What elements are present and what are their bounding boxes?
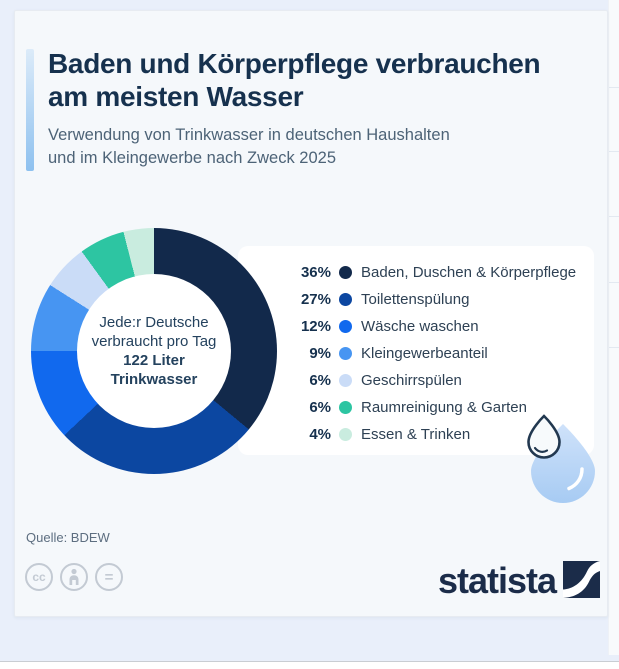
infographic-card: Baden und Körperpflege verbrauchen am me… bbox=[14, 10, 608, 617]
license-icons: cc = bbox=[25, 563, 123, 591]
attribution-icon bbox=[60, 563, 88, 591]
legend-row: 36% Baden, Duschen & Körperpflege bbox=[238, 259, 594, 286]
outline-drop-shape bbox=[527, 414, 561, 459]
center-line-2: verbraucht pro Tag bbox=[91, 333, 217, 350]
donut-chart: Jede:r Deutsche verbraucht pro Tag 122 L… bbox=[31, 228, 277, 474]
legend-pct: 6% bbox=[309, 399, 331, 416]
legend-label: Baden, Duschen & Körperpflege bbox=[361, 264, 577, 281]
donut-center-label: Jede:r Deutsche verbraucht pro Tag 122 L… bbox=[77, 274, 231, 428]
legend-dot bbox=[339, 401, 352, 414]
legend-row: 12% Wäsche waschen bbox=[238, 313, 594, 340]
legend-row: 6% Raumreinigung & Garten bbox=[238, 394, 594, 421]
legend-pct: 9% bbox=[309, 345, 331, 362]
drop-highlight bbox=[567, 467, 584, 491]
legend-label: Wäsche waschen bbox=[361, 318, 479, 335]
legend-row: 6% Geschirrspülen bbox=[238, 367, 594, 394]
legend-dot bbox=[339, 374, 352, 387]
legend-label: Geschirrspülen bbox=[361, 372, 462, 389]
legend-label: Raumreinigung & Garten bbox=[361, 399, 527, 416]
legend-panel: 36% Baden, Duschen & Körperpflege 27% To… bbox=[238, 246, 594, 455]
page-bottom-strip bbox=[0, 661, 619, 669]
legend-pct: 27% bbox=[300, 291, 331, 308]
equals-icon: = bbox=[95, 563, 123, 591]
legend-label: Kleingewerbeanteil bbox=[361, 345, 488, 362]
page-subtitle: Verwendung von Trinkwasser in deutschen … bbox=[48, 126, 450, 167]
divider-line bbox=[609, 151, 619, 152]
source-caption: Quelle: BDEW bbox=[26, 530, 110, 545]
legend-rows: 36% Baden, Duschen & Körperpflege 27% To… bbox=[238, 246, 594, 448]
legend-dot bbox=[339, 428, 352, 441]
legend-dot bbox=[339, 293, 352, 306]
legend-label: Essen & Trinken bbox=[361, 426, 471, 443]
background-page-edge bbox=[608, 0, 619, 655]
legend-row: 9% Kleingewerbeanteil bbox=[238, 340, 594, 367]
legend-dot bbox=[339, 347, 352, 360]
center-line-4: Trinkwasser bbox=[110, 371, 198, 388]
divider-line bbox=[609, 282, 619, 283]
legend-pct: 36% bbox=[300, 264, 331, 281]
center-line-1: Jede:r Deutsche bbox=[99, 314, 209, 331]
center-line-3: 122 Liter bbox=[123, 352, 185, 369]
legend-row: 27% Toilettenspülung bbox=[238, 286, 594, 313]
statista-logo: statista bbox=[438, 560, 601, 601]
divider-line bbox=[609, 87, 619, 88]
water-drop-icon bbox=[527, 414, 595, 503]
page-title: Baden und Körperpflege verbrauchen am me… bbox=[48, 48, 541, 112]
cc-icon: cc bbox=[25, 563, 53, 591]
outline-drop-inner-arc bbox=[533, 446, 549, 453]
legend-pct: 12% bbox=[300, 318, 331, 335]
title-accent-bar bbox=[26, 49, 34, 171]
legend-row: 4% Essen & Trinken bbox=[238, 421, 594, 448]
statista-wordmark: statista bbox=[438, 560, 557, 601]
divider-line bbox=[609, 216, 619, 217]
statista-logo-mark bbox=[563, 561, 601, 598]
legend-label: Toilettenspülung bbox=[361, 291, 470, 308]
divider-line bbox=[609, 347, 619, 348]
legend-dot bbox=[339, 266, 352, 279]
legend-pct: 4% bbox=[309, 426, 331, 443]
legend-pct: 6% bbox=[309, 372, 331, 389]
legend-dot bbox=[339, 320, 352, 333]
